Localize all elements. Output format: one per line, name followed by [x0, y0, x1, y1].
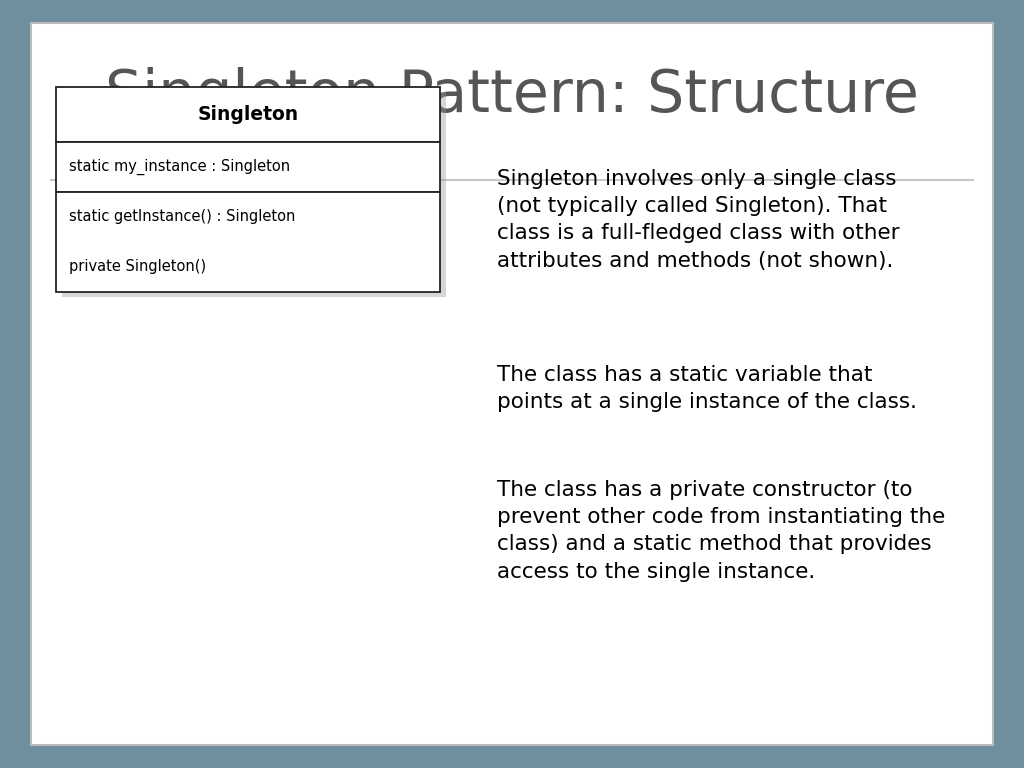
- Text: static my_instance : Singleton: static my_instance : Singleton: [69, 159, 290, 175]
- Bar: [56, 192, 440, 292]
- Bar: [56, 87, 440, 142]
- Text: The class has a private constructor (to
prevent other code from instantiating th: The class has a private constructor (to …: [497, 480, 945, 581]
- Text: The class has a static variable that
points at a single instance of the class.: The class has a static variable that poi…: [497, 365, 916, 412]
- Text: Singleton Pattern: Structure: Singleton Pattern: Structure: [105, 68, 919, 124]
- Text: Singleton: Singleton: [198, 105, 299, 124]
- Text: private Singleton(): private Singleton(): [69, 260, 206, 274]
- Bar: [56, 142, 440, 192]
- Text: static getInstance() : Singleton: static getInstance() : Singleton: [69, 210, 295, 224]
- Bar: [62, 92, 446, 297]
- Text: Singleton involves only a single class
(not typically called Singleton). That
cl: Singleton involves only a single class (…: [497, 169, 899, 270]
